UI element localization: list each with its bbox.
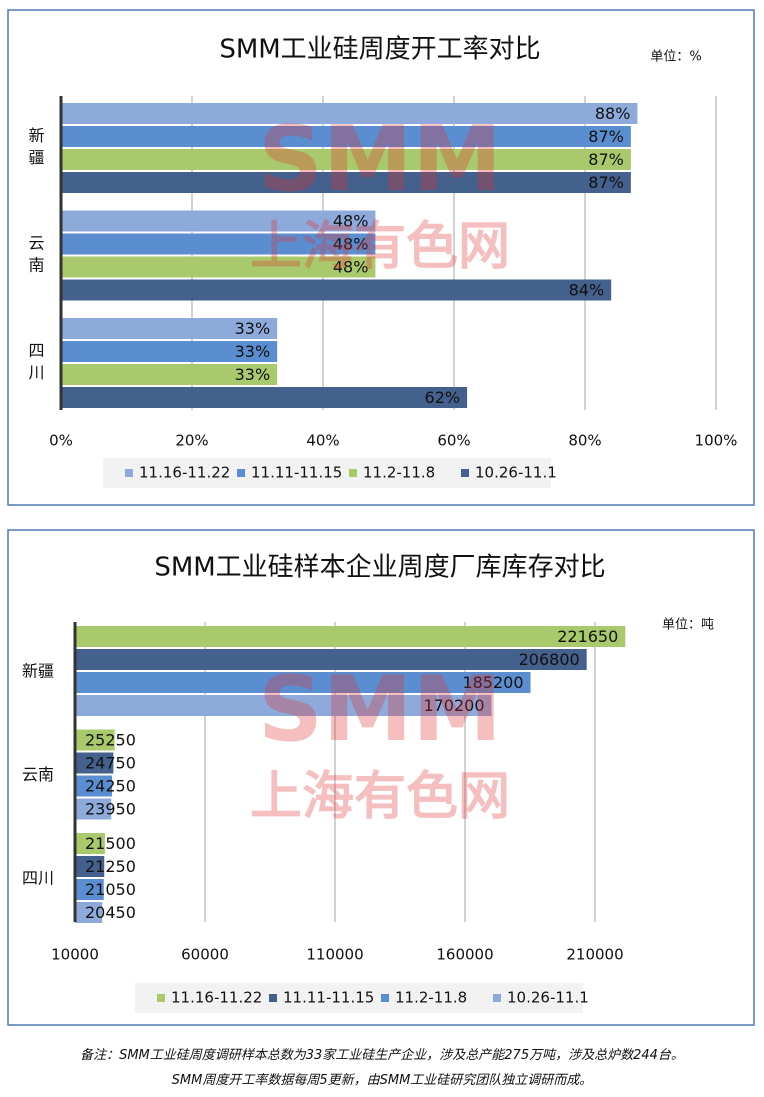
footnote: 备注：SMM工业硅周度调研样本总数为33家工业硅生产企业，涉及总产能275万吨，… bbox=[80, 1048, 684, 1063]
watermark-logo: SMM bbox=[258, 107, 502, 212]
value-label: 33% bbox=[235, 342, 271, 361]
bar bbox=[75, 626, 626, 647]
legend-swatch bbox=[269, 994, 277, 1002]
category-label: 新疆 bbox=[26, 127, 45, 171]
legend-label: 11.16-11.22 bbox=[171, 989, 262, 1007]
value-label: 20450 bbox=[85, 903, 136, 922]
category-label: 四川 bbox=[22, 869, 54, 888]
legend-swatch bbox=[461, 469, 469, 477]
bar bbox=[61, 149, 631, 170]
chart: SMM工业硅周度开工率对比单位：% 0% 20% 40% 60% 80% 100% 新疆 88%… bbox=[7, 9, 755, 506]
x-tick-label: 40% bbox=[306, 432, 339, 450]
value-label: 221650 bbox=[557, 627, 618, 646]
legend-label: 11.2-11.8 bbox=[363, 464, 435, 482]
value-label: 87% bbox=[588, 173, 624, 192]
legend-label: 11.11-11.15 bbox=[283, 989, 374, 1007]
chart-title: SMM工业硅周度开工率对比 bbox=[219, 35, 540, 65]
bar bbox=[61, 172, 631, 193]
x-tick-label: 60% bbox=[437, 432, 470, 450]
x-tick-label: 60000 bbox=[181, 946, 229, 964]
legend-box bbox=[103, 458, 551, 488]
category-label: 云南 bbox=[26, 235, 45, 279]
x-tick-label: 0% bbox=[49, 432, 73, 450]
value-label: 33% bbox=[235, 319, 271, 338]
bar bbox=[75, 752, 114, 774]
x-tick-label: 80% bbox=[568, 432, 601, 450]
value-label: 24250 bbox=[85, 777, 136, 796]
x-tick-label: 10000 bbox=[51, 946, 99, 964]
chart-title: SMM工业硅样本企业周度厂库库存对比 bbox=[154, 553, 605, 583]
category-label: 四川 bbox=[26, 342, 45, 386]
value-label: 87% bbox=[588, 150, 624, 169]
watermark-logo: SMM bbox=[258, 657, 502, 762]
value-label: 185200 bbox=[462, 673, 523, 692]
bar bbox=[61, 341, 278, 362]
unit-label: 单位：% bbox=[650, 50, 701, 65]
x-tick-label: 20% bbox=[175, 432, 208, 450]
legend-swatch bbox=[349, 469, 357, 477]
legend-label: 11.2-11.8 bbox=[395, 989, 467, 1007]
value-label: 25250 bbox=[85, 731, 136, 750]
legend-swatch bbox=[125, 469, 133, 477]
value-label: 21050 bbox=[85, 880, 136, 899]
x-tick-label: 110000 bbox=[306, 946, 363, 964]
bar bbox=[75, 902, 103, 923]
legend-box bbox=[135, 983, 583, 1013]
bar bbox=[75, 798, 112, 820]
value-label: 62% bbox=[425, 388, 461, 407]
bar bbox=[75, 672, 531, 693]
bar bbox=[61, 126, 631, 147]
bar bbox=[61, 256, 376, 278]
legend-swatch bbox=[493, 994, 501, 1002]
bar bbox=[61, 318, 278, 339]
value-label: 48% bbox=[333, 212, 369, 231]
watermark-text: 上海有色网 bbox=[250, 767, 510, 827]
bar bbox=[61, 364, 278, 385]
value-label: 87% bbox=[588, 127, 624, 146]
bar bbox=[61, 279, 612, 301]
bar bbox=[61, 103, 638, 124]
value-label: 84% bbox=[569, 281, 605, 300]
value-label: 21250 bbox=[85, 857, 136, 876]
bar bbox=[75, 775, 113, 797]
bar bbox=[61, 233, 376, 255]
value-label: 170200 bbox=[423, 696, 484, 715]
legend-label: 10.26-11.1 bbox=[507, 989, 589, 1007]
value-label: 21500 bbox=[85, 834, 136, 853]
value-label: 33% bbox=[235, 365, 271, 384]
bar bbox=[75, 695, 492, 716]
category-label: 新疆 bbox=[22, 662, 54, 681]
x-tick-label: 100% bbox=[695, 432, 738, 450]
value-label: 48% bbox=[333, 258, 369, 277]
legend-swatch bbox=[157, 994, 165, 1002]
value-label: 88% bbox=[595, 104, 631, 123]
value-label: 206800 bbox=[519, 650, 580, 669]
legend-label: 10.26-11.1 bbox=[475, 464, 557, 482]
x-tick-label: 210000 bbox=[566, 946, 623, 964]
panel-border bbox=[7, 529, 755, 1026]
watermark-text: 上海有色网 bbox=[250, 217, 510, 277]
bar bbox=[75, 729, 115, 751]
bar bbox=[75, 649, 587, 670]
category-label: 云南 bbox=[22, 765, 54, 784]
legend-label: 11.11-11.15 bbox=[251, 464, 342, 482]
bar bbox=[75, 856, 105, 877]
bar bbox=[61, 387, 468, 408]
unit-label: 单位：吨 bbox=[662, 618, 714, 633]
legend-swatch bbox=[381, 994, 389, 1002]
footnote: SMM周度开工率数据每周5更新，由SMM工业硅研究团队独立调研而成。 bbox=[171, 1073, 593, 1088]
legend-label: 11.16-11.22 bbox=[139, 464, 230, 482]
legend-swatch bbox=[237, 469, 245, 477]
x-tick-label: 160000 bbox=[436, 946, 493, 964]
bar bbox=[61, 210, 376, 232]
value-label: 48% bbox=[333, 235, 369, 254]
bar bbox=[75, 879, 104, 900]
value-label: 23950 bbox=[85, 800, 136, 819]
value-label: 24750 bbox=[85, 754, 136, 773]
bar bbox=[75, 833, 105, 854]
